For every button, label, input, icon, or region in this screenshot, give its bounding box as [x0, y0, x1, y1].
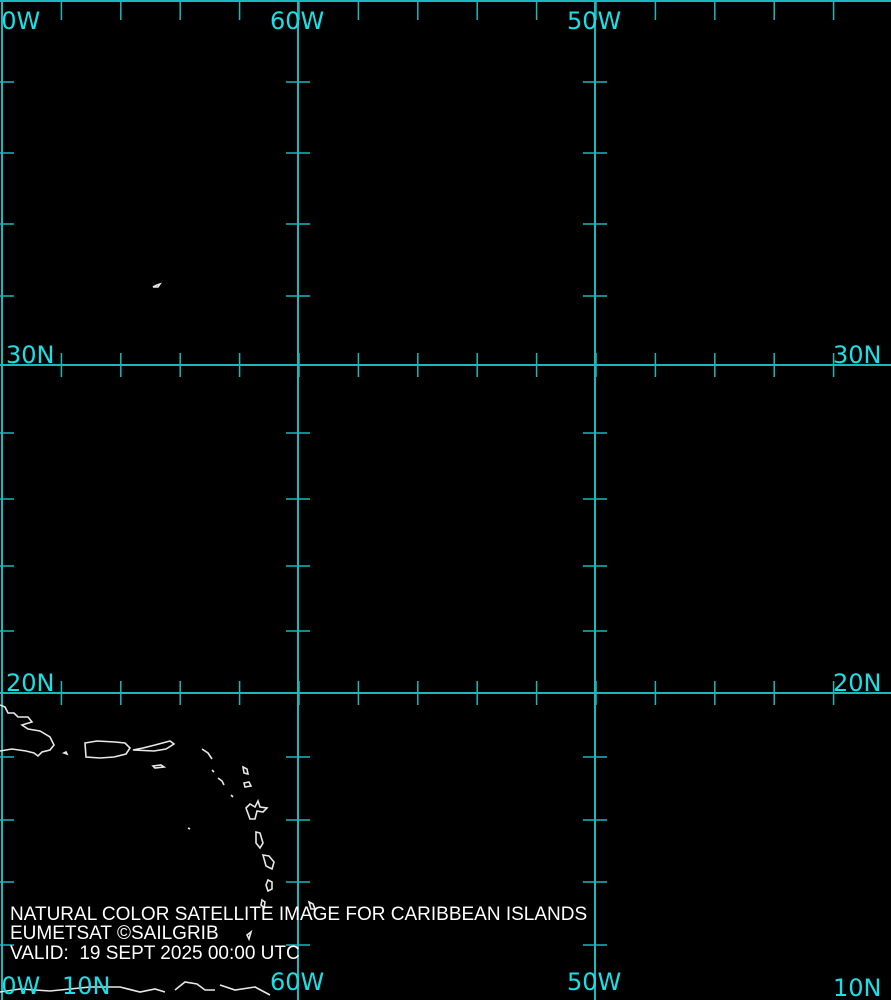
- lon-label-top-70w: 70W: [0, 7, 41, 35]
- caption-valid-time: VALID: 19 SEPT 2025 00:00 UTC: [10, 943, 300, 964]
- small-islands: [187, 769, 234, 830]
- lat-label-left-10n: 10N: [62, 972, 111, 1000]
- caption-credit: EUMETSAT ©SAILGRIB: [10, 923, 219, 944]
- puerto-rico: [84, 740, 132, 759]
- st-lucia: [265, 878, 273, 893]
- bermuda: [152, 282, 162, 288]
- st-croix: [151, 764, 167, 769]
- lon-label-bottom-60w: 60W: [270, 968, 325, 996]
- lat-label-left-20n: 20N: [6, 669, 55, 697]
- antigua: [243, 781, 253, 788]
- south-america-coast: [0, 981, 271, 996]
- lon-label-bottom-50w: 50W: [567, 968, 622, 996]
- lon-label-bottom-70w: 70W: [0, 972, 41, 1000]
- lat-label-right-30n: 30N: [833, 341, 882, 369]
- lon-label-top-50w: 50W: [567, 7, 622, 35]
- st-vincent: [260, 898, 266, 910]
- lat-label-right-20n: 20N: [833, 669, 882, 697]
- martinique: [261, 854, 275, 871]
- anguilla: [201, 748, 213, 760]
- lat-label-right-10n: 10N: [833, 974, 882, 1000]
- hispaniola: [0, 704, 55, 758]
- barbuda: [241, 765, 250, 776]
- barbados: [307, 900, 317, 910]
- dominica: [255, 830, 264, 850]
- grenada: [245, 929, 253, 942]
- mona: [61, 750, 69, 756]
- lat-label-left-30n: 30N: [6, 341, 55, 369]
- guadeloupe: [245, 798, 269, 820]
- caption-title: NATURAL COLOR SATELLITE IMAGE FOR CARIBB…: [10, 904, 588, 925]
- lon-label-top-60w: 60W: [270, 7, 325, 35]
- virgin-islands: [132, 740, 176, 752]
